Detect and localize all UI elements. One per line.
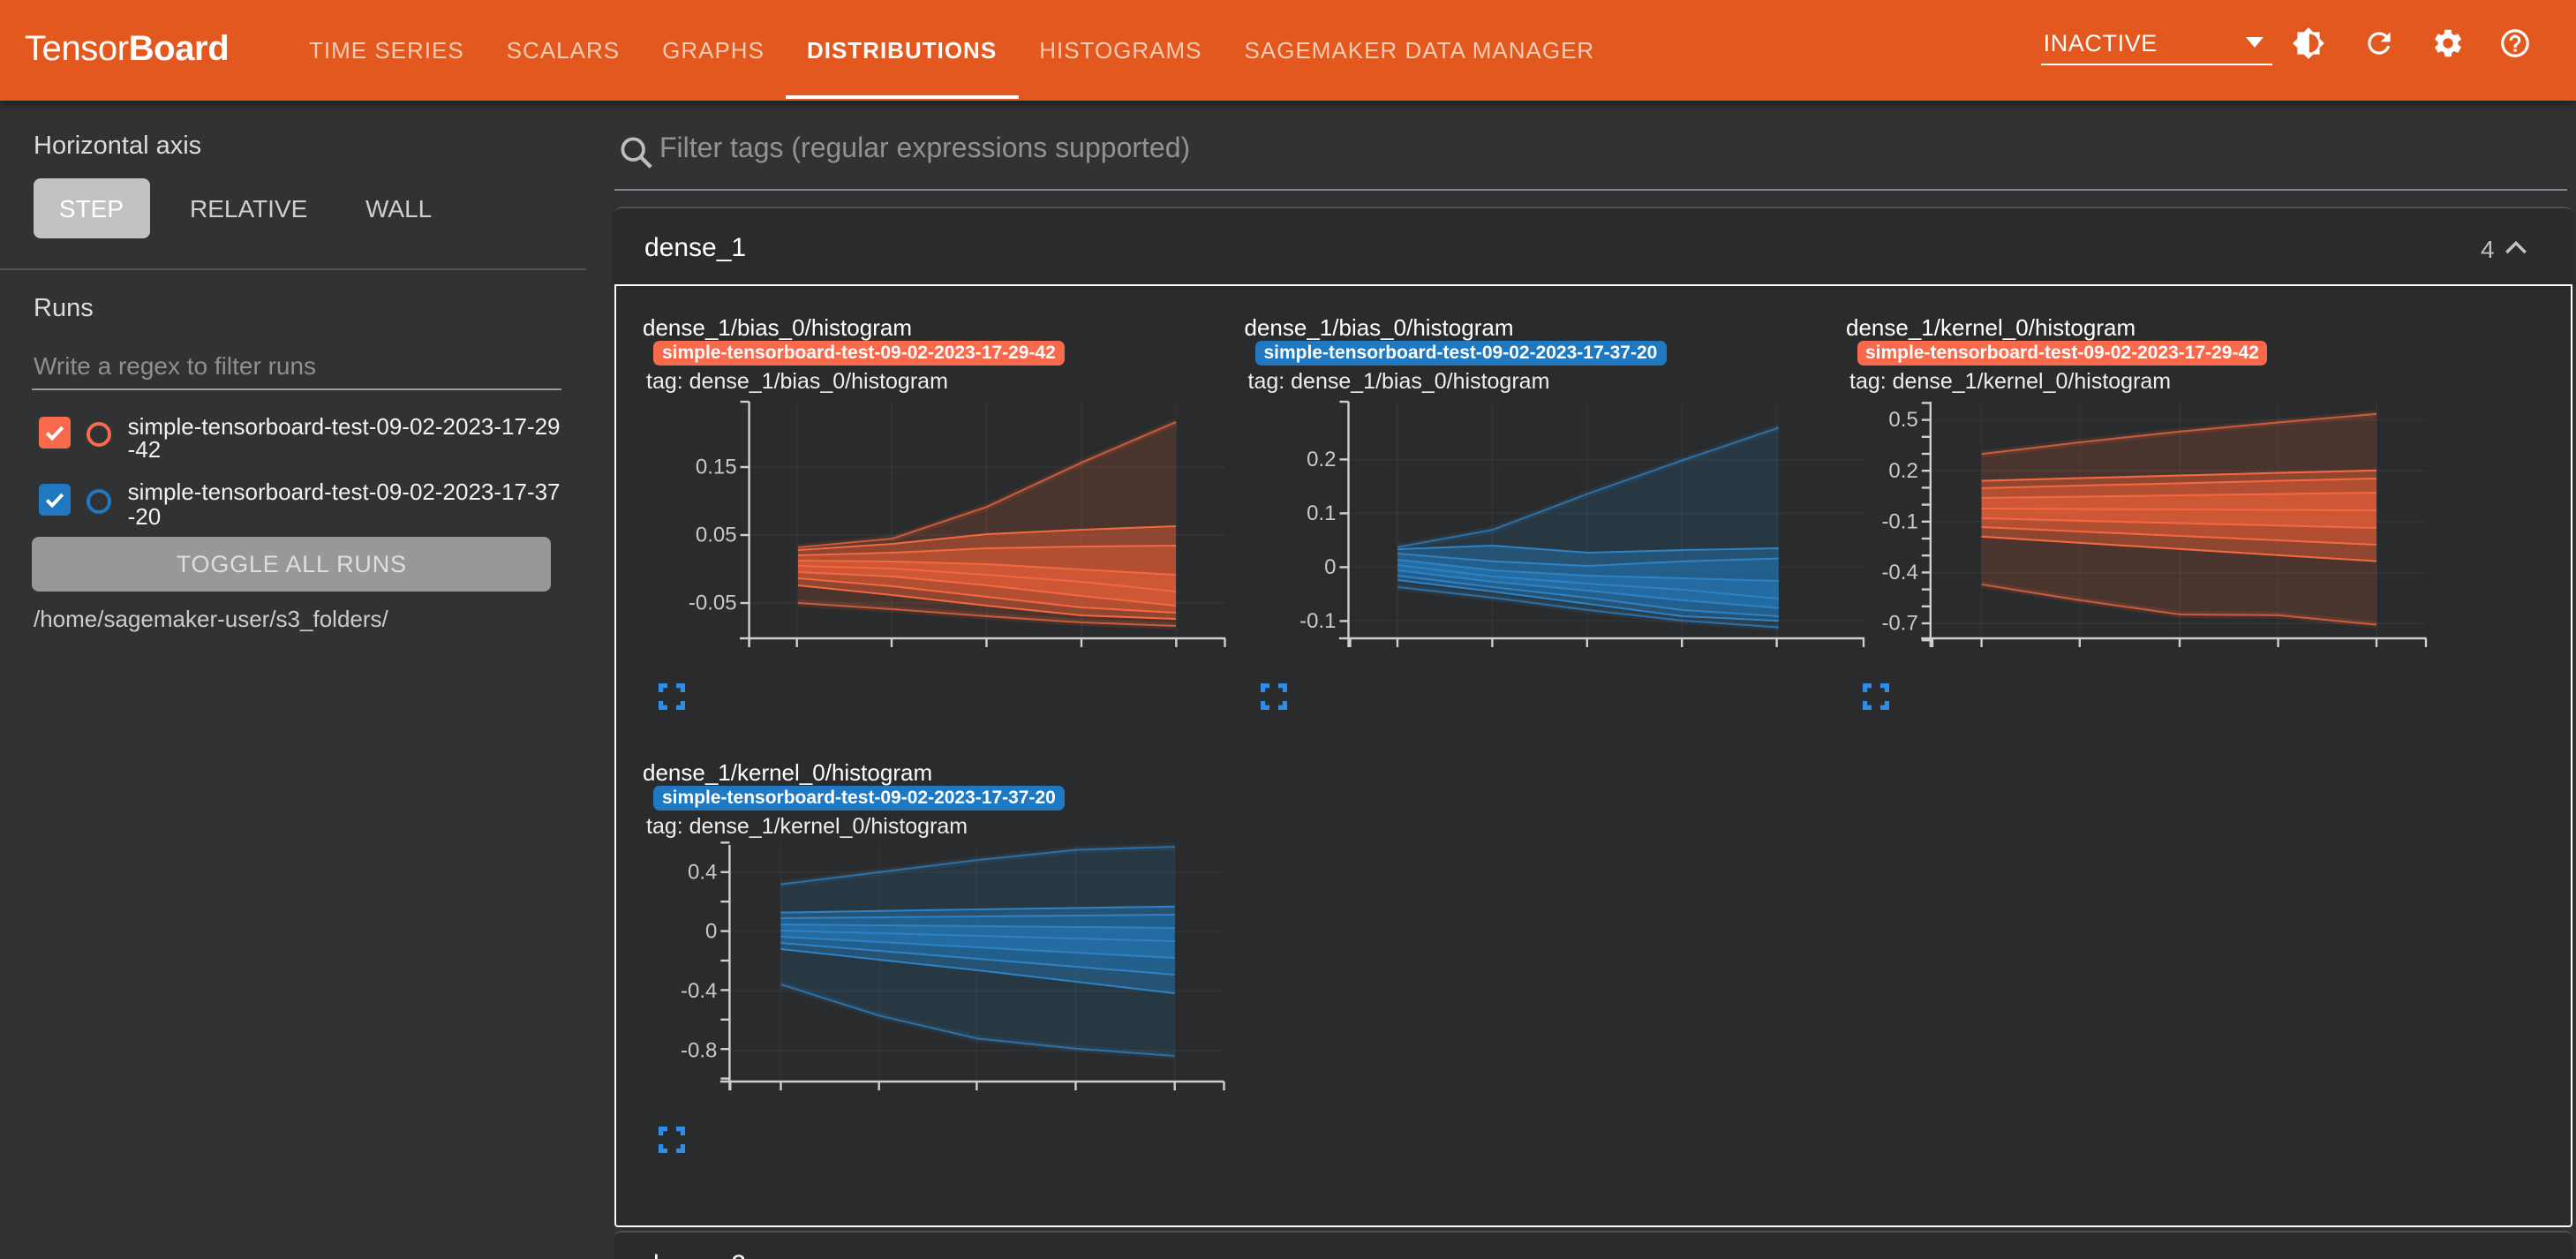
svg-text:-0.4: -0.4 (681, 978, 717, 1002)
svg-text:-0.8: -0.8 (681, 1037, 717, 1061)
svg-text:-0.7: -0.7 (1880, 612, 1917, 636)
svg-text:0.1: 0.1 (1307, 501, 1336, 525)
svg-text:-0.1: -0.1 (1880, 509, 1917, 533)
svg-text:0.15: 0.15 (696, 456, 737, 479)
svg-text:0.2: 0.2 (1307, 448, 1336, 471)
svg-text:0.5: 0.5 (1887, 408, 1917, 432)
svg-text:0: 0 (705, 919, 717, 943)
svg-text:0.05: 0.05 (696, 524, 737, 547)
svg-text:0: 0 (1324, 555, 1336, 579)
svg-text:-0.05: -0.05 (689, 592, 737, 615)
svg-text:-0.4: -0.4 (1880, 561, 1917, 584)
svg-text:0.2: 0.2 (1887, 459, 1917, 483)
svg-text:0.4: 0.4 (688, 859, 717, 883)
svg-text:-0.1: -0.1 (1299, 609, 1336, 633)
